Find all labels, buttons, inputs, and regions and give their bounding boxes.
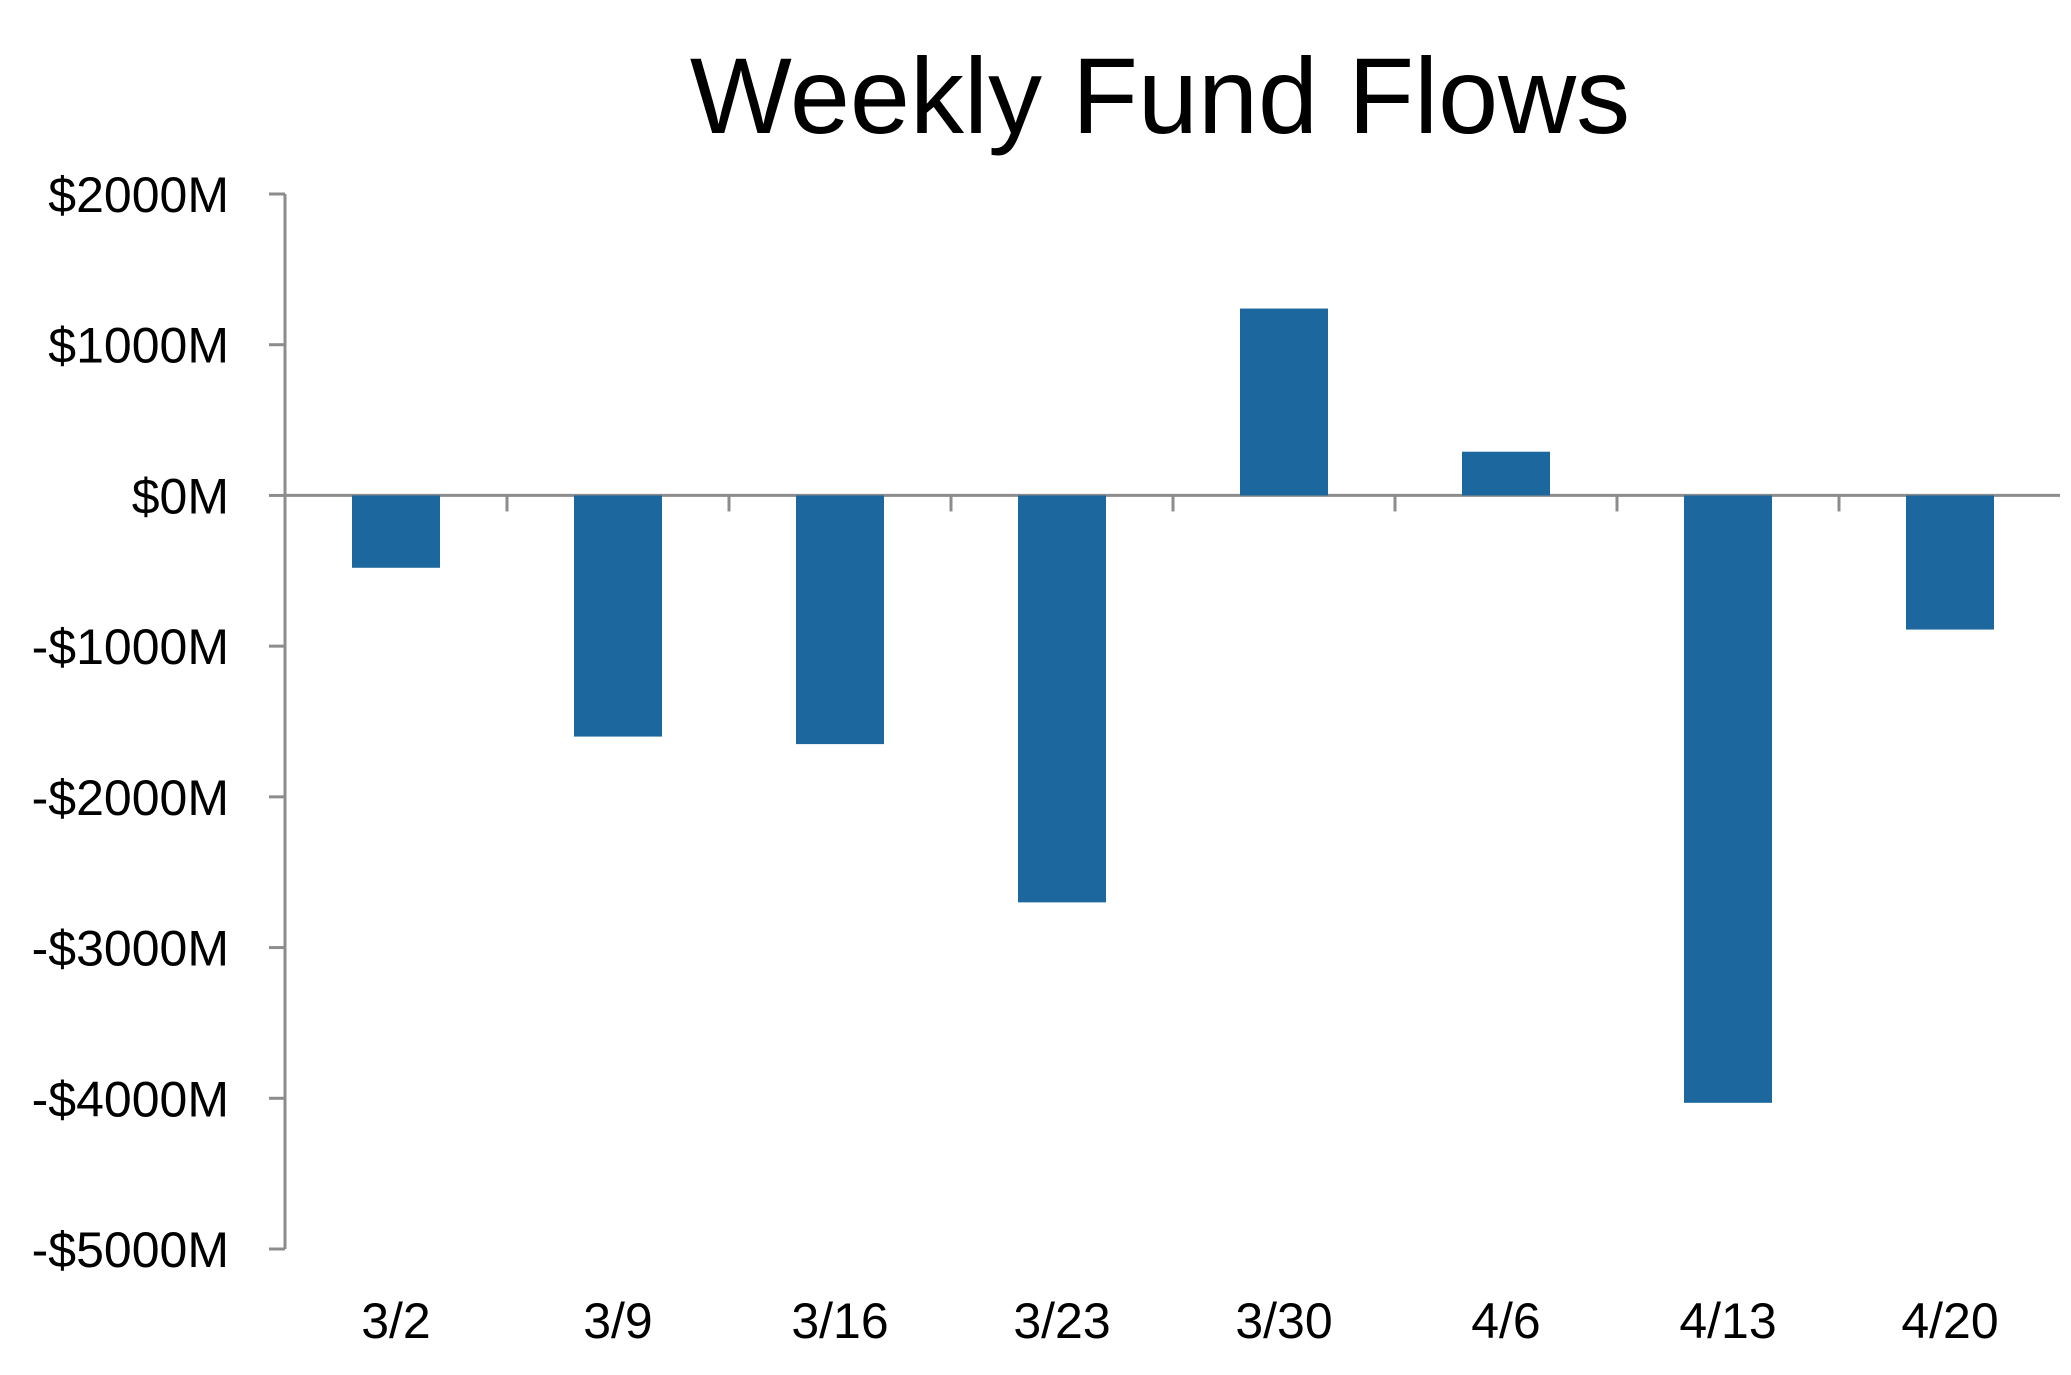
x-tick-labels: 3/2 3/9 3/16 3/23 3/30 4/6 4/13 4/20 — [361, 1293, 1998, 1349]
bar-3-2 — [352, 495, 440, 568]
y-tick-label: $0M — [132, 468, 229, 524]
y-tick-label: $1000M — [48, 318, 229, 374]
chart-title: Weekly Fund Flows — [690, 35, 1630, 156]
x-tick-label: 4/20 — [1901, 1293, 1998, 1349]
y-tick-label: -$2000M — [32, 770, 229, 826]
x-tick-label: 3/9 — [583, 1293, 653, 1349]
y-tick-label: -$1000M — [32, 619, 229, 675]
y-tick-label: -$4000M — [32, 1071, 229, 1127]
bar-3-23 — [1018, 495, 1106, 903]
x-tick-label: 4/13 — [1679, 1293, 1776, 1349]
bar-4-6 — [1462, 451, 1550, 496]
bar-3-30 — [1240, 308, 1328, 496]
y-axis: $2000M $1000M $0M -$1000M -$2000M -$3000M -$40… — [32, 167, 287, 1278]
bar-4-20 — [1906, 495, 1994, 630]
x-tick-label: 3/23 — [1013, 1293, 1110, 1349]
y-tick-label: $2000M — [48, 167, 229, 223]
y-tick-label: -$5000M — [32, 1222, 229, 1278]
bar-3-16 — [796, 495, 884, 745]
x-tick-label: 3/30 — [1235, 1293, 1332, 1349]
y-tick-label: -$3000M — [32, 921, 229, 977]
x-tick-label: 4/6 — [1471, 1293, 1541, 1349]
bar-3-9 — [574, 495, 662, 737]
bar-4-13 — [1684, 495, 1772, 1103]
x-tick-label: 3/2 — [361, 1293, 431, 1349]
bars — [352, 308, 1994, 1103]
x-axis — [285, 493, 2060, 512]
x-tick-label: 3/16 — [791, 1293, 888, 1349]
